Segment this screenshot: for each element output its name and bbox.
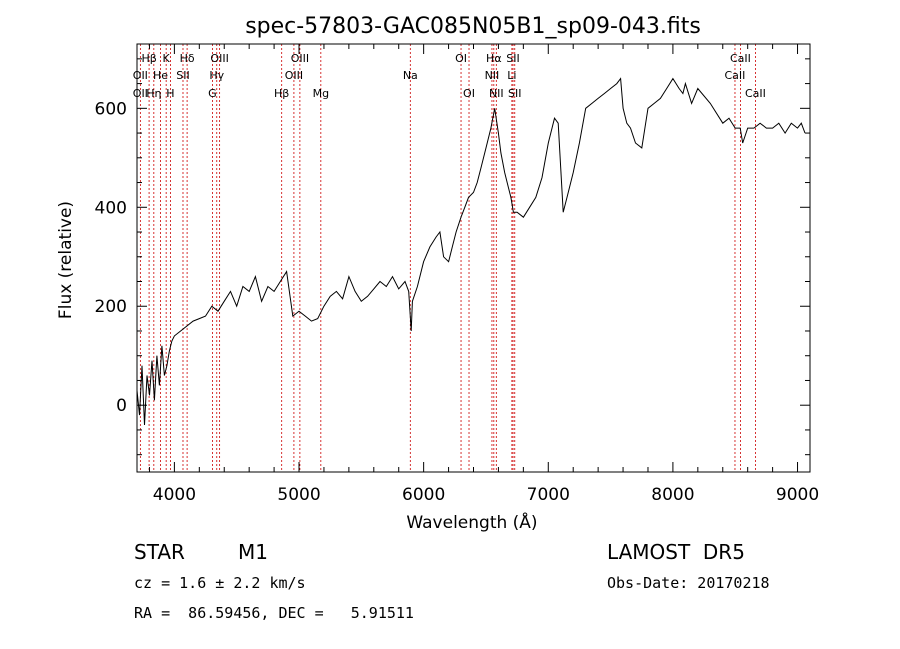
marker-label: Hα bbox=[486, 52, 502, 65]
spectrum-series bbox=[137, 77, 806, 426]
x-tick-label: 6000 bbox=[402, 485, 445, 505]
marker-label: OIII bbox=[210, 52, 228, 65]
cz-label: cz = 1.6 ± 2.2 km/s bbox=[134, 574, 306, 592]
line-markers: Hβ K Hδ OIII OIII OI Hα SII CaII OII He SII Hγ OIII Na… bbox=[133, 44, 766, 472]
marker-label: G bbox=[208, 87, 217, 100]
class-label: STAR bbox=[134, 540, 185, 564]
marker-label: Hδ bbox=[180, 52, 195, 65]
marker-label: Li bbox=[507, 69, 516, 82]
obs-date-label: Obs-Date: 20170218 bbox=[607, 574, 770, 592]
marker-label: Hγ bbox=[209, 69, 224, 82]
marker-label: CaII bbox=[730, 52, 751, 65]
marker-label: SII bbox=[508, 87, 521, 100]
spectrum-line bbox=[137, 77, 806, 426]
x-tick-label: 8000 bbox=[651, 485, 694, 505]
y-tick-label: 400 bbox=[95, 198, 127, 218]
marker-label: H bbox=[166, 87, 174, 100]
marker-label: NII bbox=[485, 69, 500, 82]
marker-label: He bbox=[153, 69, 168, 82]
survey-label: LAMOST DR5 bbox=[607, 540, 745, 564]
marker-label: OIII bbox=[285, 69, 303, 82]
marker-label: NII bbox=[489, 87, 504, 100]
plot-frame bbox=[136, 43, 811, 473]
marker-label: OI bbox=[455, 52, 467, 65]
x-tick-label: 7000 bbox=[527, 485, 570, 505]
axes: 4000 5000 6000 7000 8000 9000 0 200 400 600 bbox=[95, 43, 819, 505]
y-tick-label: 200 bbox=[95, 297, 127, 317]
y-tick-label: 600 bbox=[95, 99, 127, 119]
marker-label: OI bbox=[463, 87, 475, 100]
x-axis-label: Wavelength (Å) bbox=[406, 511, 537, 533]
coords-label: RA = 86.59456, DEC = 5.91511 bbox=[134, 604, 414, 622]
marker-label: Hβ bbox=[274, 87, 289, 100]
marker-label: OII bbox=[133, 69, 148, 82]
marker-label: SII bbox=[176, 69, 189, 82]
marker-label: K bbox=[163, 52, 171, 65]
x-tick-label: 4000 bbox=[153, 485, 196, 505]
chart-title: spec-57803-GAC085N05B1_sp09-043.fits bbox=[245, 14, 701, 39]
marker-label: Na bbox=[403, 69, 418, 82]
subclass-label: M1 bbox=[238, 540, 268, 564]
x-tick-label: 9000 bbox=[776, 485, 819, 505]
marker-label: OIII bbox=[291, 52, 309, 65]
marker-label: Hη bbox=[146, 87, 161, 100]
y-axis-label: Flux (relative) bbox=[56, 201, 76, 319]
marker-label: Hβ bbox=[141, 52, 156, 65]
marker-label: SII bbox=[506, 52, 519, 65]
marker-label: CaII bbox=[725, 69, 746, 82]
marker-label: Mg bbox=[313, 87, 329, 100]
x-tick-label: 5000 bbox=[277, 485, 320, 505]
y-tick-label: 0 bbox=[116, 396, 127, 416]
marker-label: CaII bbox=[745, 87, 766, 100]
